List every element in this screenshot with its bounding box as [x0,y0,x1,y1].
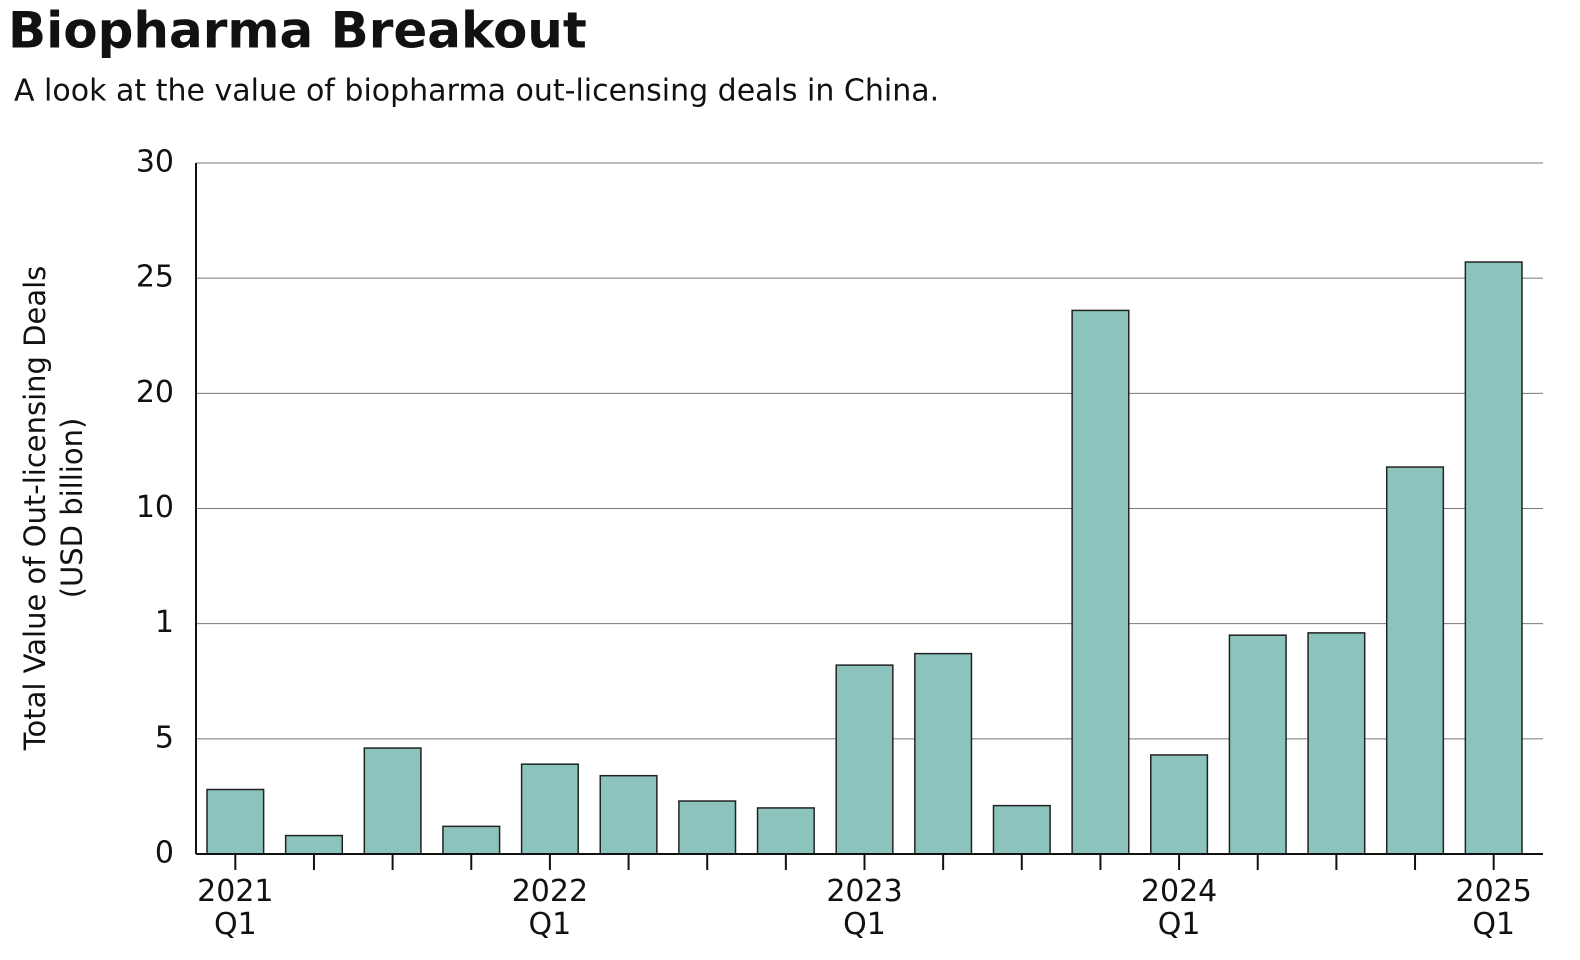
bar [835,664,894,855]
bar [1464,261,1523,855]
x-tick-label: 2025 Q1 [1455,874,1531,942]
bar [678,800,737,855]
bar [520,763,579,855]
bar [756,807,815,855]
bar [1228,634,1287,855]
bar [599,774,658,855]
y-axis-label: Total Value of Out-licensing Deals (USD … [18,266,89,752]
x-tick-label: 2023 Q1 [826,874,902,942]
y-tick-label: 0 [155,836,174,871]
bar [1150,754,1209,855]
bar [992,804,1051,855]
chart-subtitle: A look at the value of biopharma out-lic… [14,74,939,109]
y-tick-label: 30 [136,145,174,180]
y-axis-label-line: (USD billion) [55,418,89,599]
bar [914,652,973,855]
bar [206,788,265,855]
bar [284,834,344,855]
y-tick-label: 20 [136,375,174,410]
y-tick-label: 25 [136,260,174,295]
bar [1071,309,1130,855]
bar [363,747,422,855]
y-tick-label: 5 [155,720,174,755]
bar [442,825,501,855]
x-tick-label: 2021 Q1 [197,874,273,942]
y-axis-label-line: Total Value of Out-licensing Deals [18,266,52,752]
bar [1307,632,1366,855]
y-tick-label: 10 [136,490,174,525]
chart-title: Biopharma Breakout [8,2,587,60]
x-tick-label: 2022 Q1 [512,874,588,942]
x-tick-label: 2024 Q1 [1141,874,1217,942]
y-tick-label: 1 [155,605,174,640]
bar [1385,466,1445,855]
